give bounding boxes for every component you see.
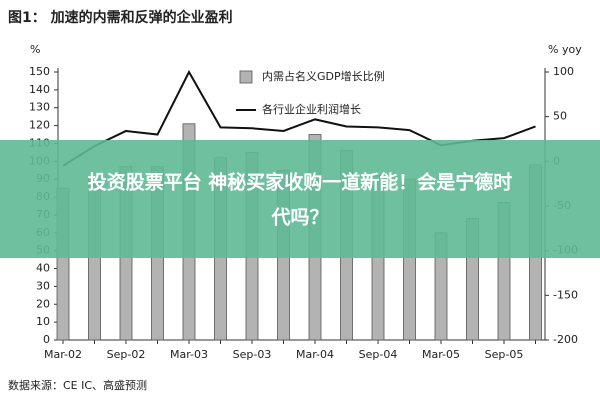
x-tick-label: Mar-03 [170, 348, 208, 361]
y-tick-label: 140 [29, 83, 50, 96]
legend-label: 各行业企业利润增长 [262, 102, 361, 116]
y-tick-label: 10 [36, 315, 50, 328]
y-axis-label: % [30, 43, 40, 56]
banner [0, 140, 600, 258]
x-tick-label: Mar-05 [422, 348, 460, 361]
y-tick-label: 130 [29, 101, 50, 114]
y-tick-label: 0 [43, 333, 50, 346]
x-tick-label: Sep-04 [359, 348, 398, 361]
source: 数据来源：CE IC、高盛预测 [8, 378, 147, 392]
legend-label: 内需占名义GDP增长比例 [262, 69, 385, 83]
y-tick-label: 40 [36, 262, 50, 275]
y-tick-label: 30 [36, 279, 50, 292]
y2-tick-label: -200 [553, 333, 578, 346]
y2-tick-label: 100 [553, 65, 574, 78]
x-tick-label: Sep-02 [107, 348, 146, 361]
x-tick-label: Sep-03 [233, 348, 272, 361]
y2-tick-label: 50 [553, 110, 567, 123]
y-tick-label: 120 [29, 119, 50, 132]
legend-swatch [239, 70, 253, 84]
x-tick-label: Mar-02 [44, 348, 82, 361]
x-tick-label: Sep-05 [485, 348, 524, 361]
y2-axis-label: % yoy [548, 43, 582, 56]
y2-tick-label: -150 [553, 288, 578, 301]
y-tick-label: 20 [36, 297, 50, 310]
y-tick-label: 150 [29, 65, 50, 78]
x-tick-label: Mar-04 [296, 348, 334, 361]
banner-text: 代吗？ [270, 207, 328, 229]
chart-title: 图1： 加速的内需和反弹的企业盈利 [8, 9, 233, 26]
banner-text: 投资股票平台 神秘买家收购一道新能！会是宁德时 [88, 171, 513, 194]
